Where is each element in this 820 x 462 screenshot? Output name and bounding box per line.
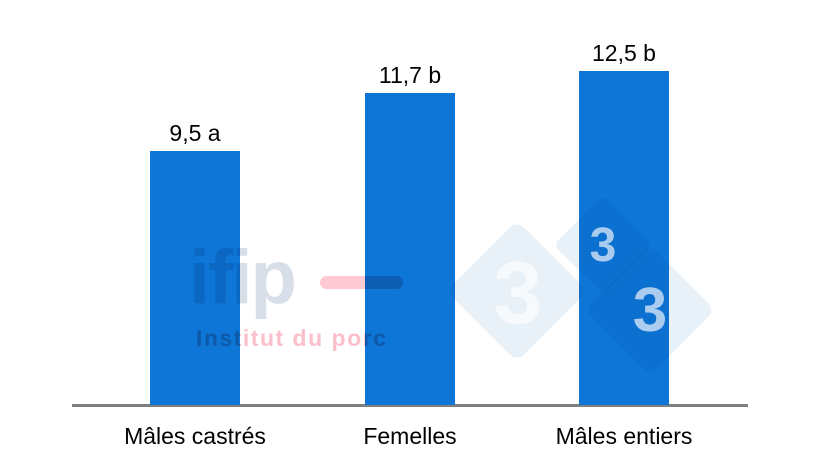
bar-males-castres [150,151,240,405]
bar-value-label: 11,7 b [378,61,442,88]
bar-value-label: 12,5 b [592,39,656,66]
bar-femelles [365,93,455,405]
category-label-femelles: Femelles [363,423,457,449]
bar-value-label: 9,5 a [169,119,221,146]
bar-group-males-castres: 9,5 a [150,120,240,405]
bar-males-entiers [579,71,669,405]
x-axis-baseline [72,404,748,407]
diamond-icon [446,220,588,362]
category-label-males-castres: Mâles castrés [124,423,266,449]
bar-group-males-entiers: 12,5 b [579,40,669,405]
category-label-males-entiers: Mâles entiers [555,423,693,449]
bar-group-femelles: 11,7 b [365,62,455,405]
watermark-digit-3: 3 [493,243,543,342]
